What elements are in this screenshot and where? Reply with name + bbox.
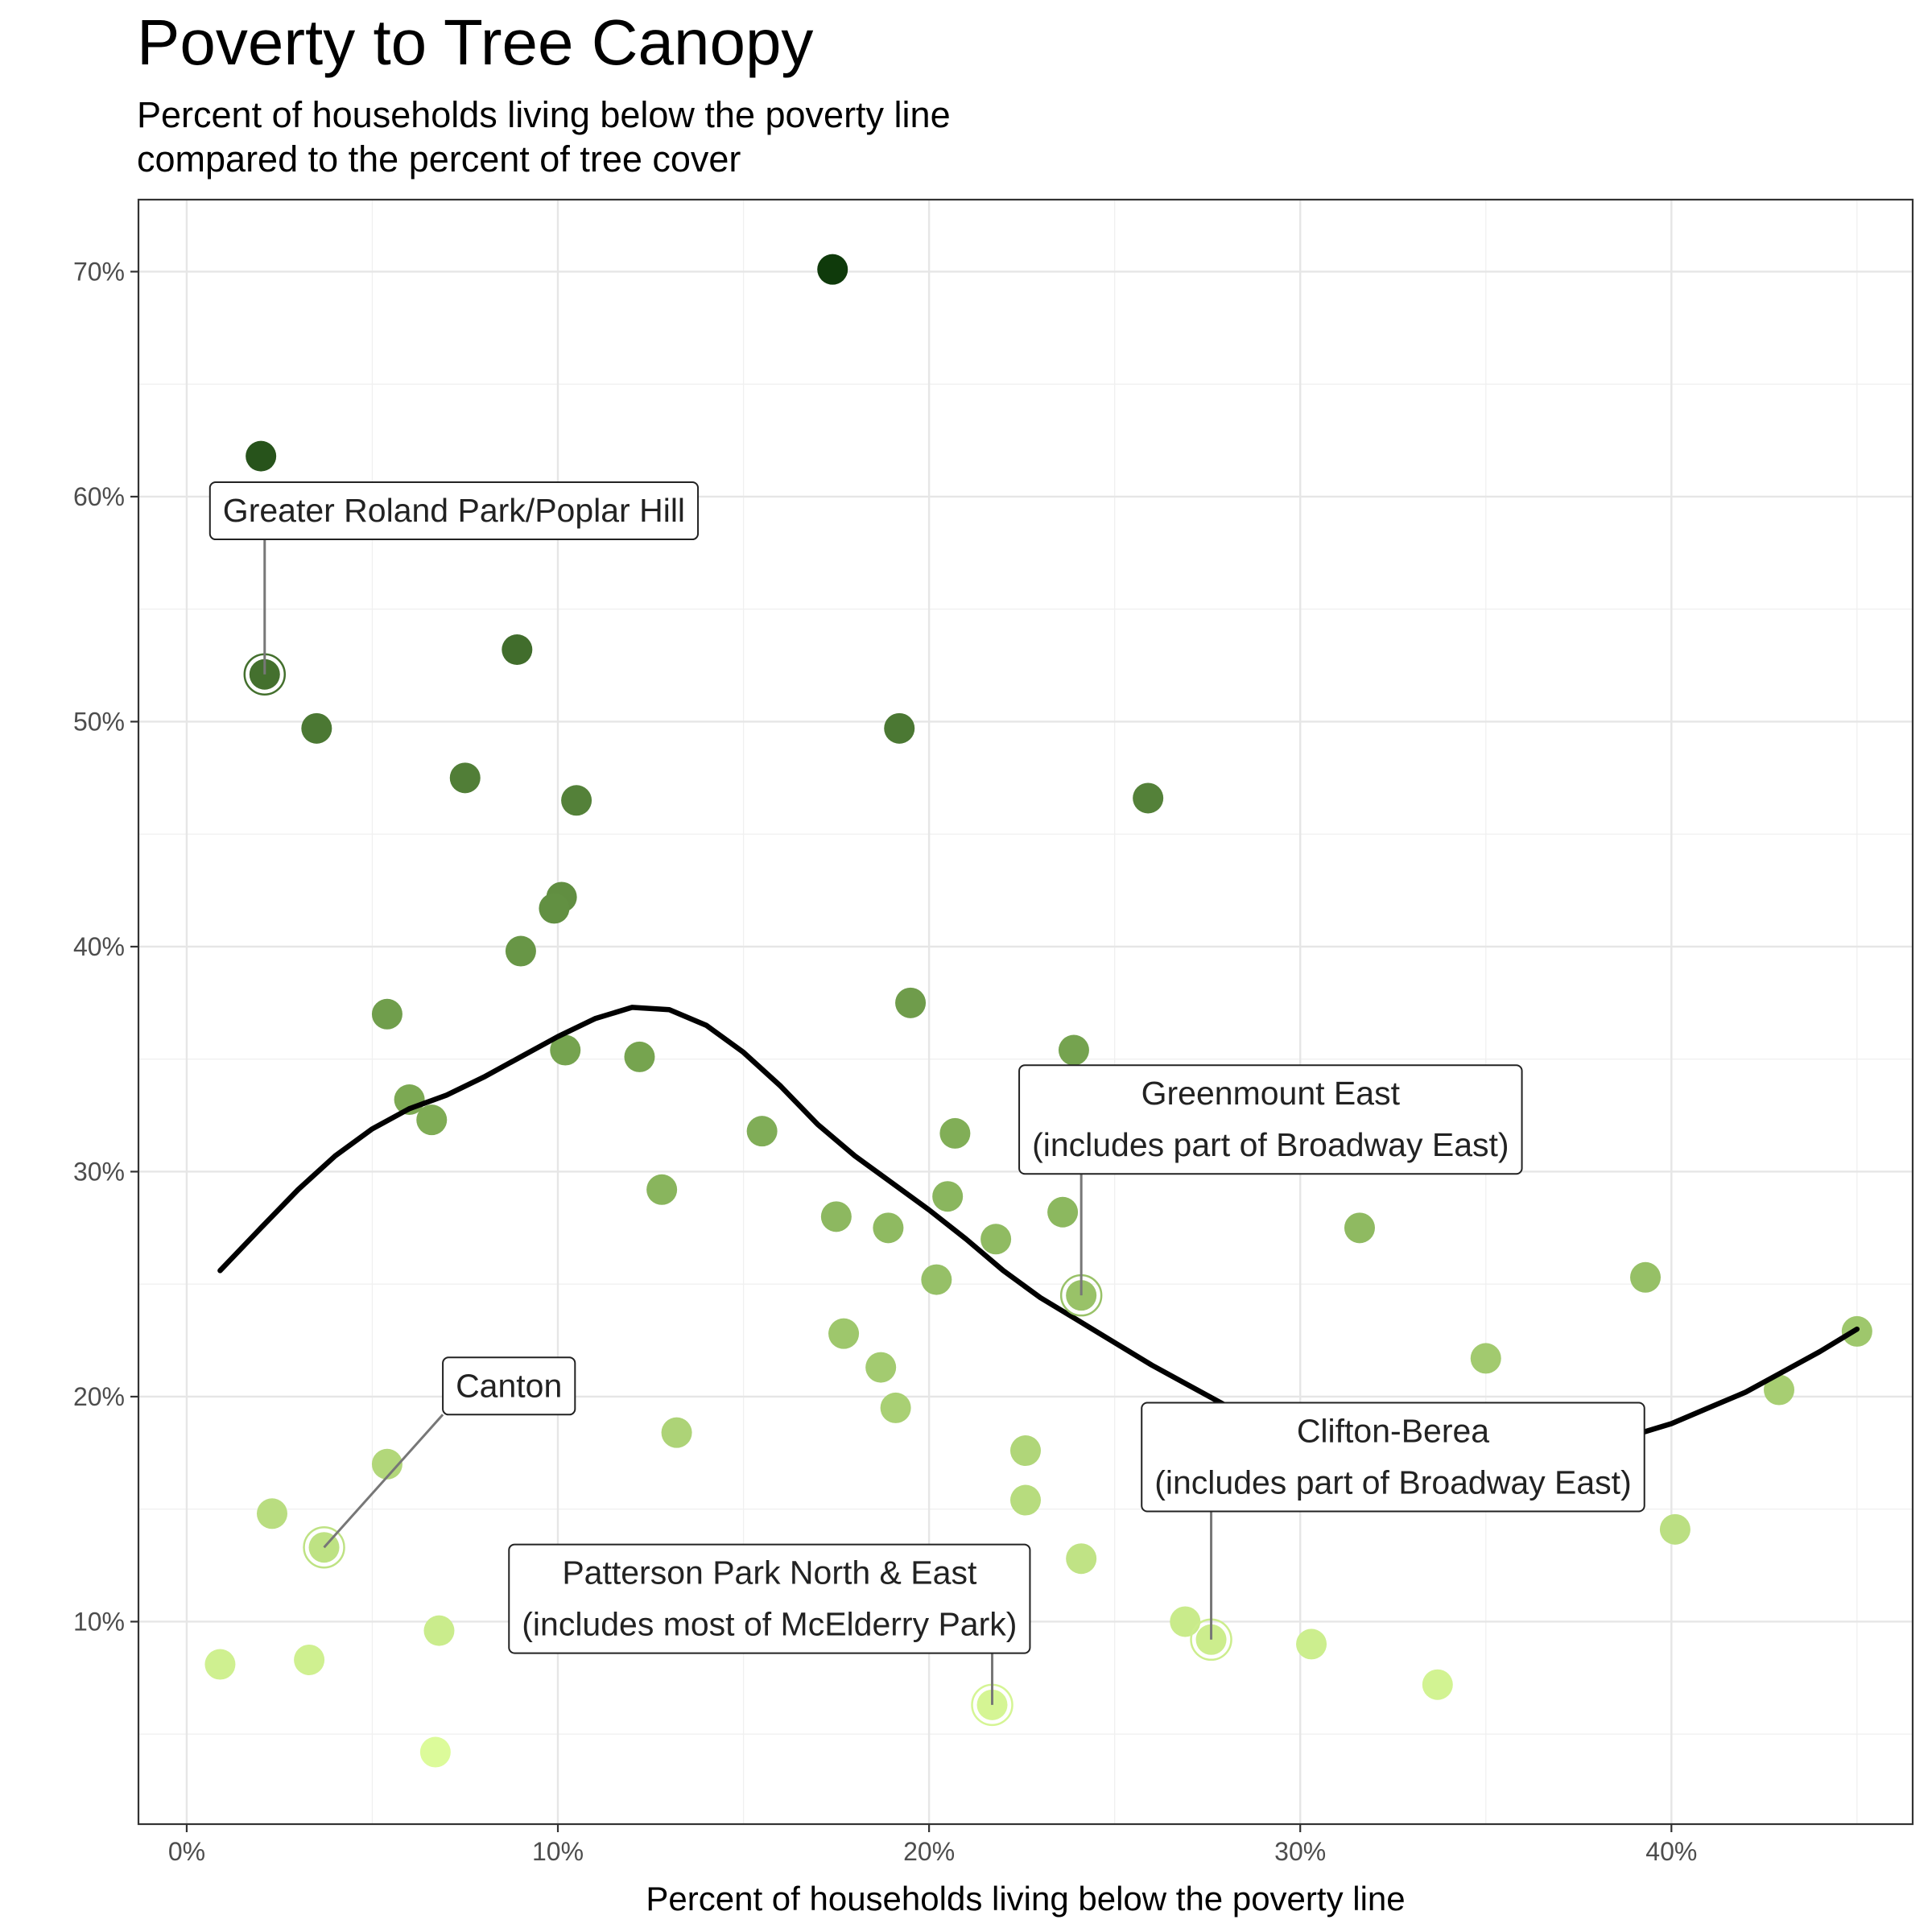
annotation-label-text: (includes part of Broadway East) xyxy=(1154,1463,1632,1501)
y-tick-label: 10% xyxy=(73,1607,125,1636)
data-point xyxy=(294,1644,325,1675)
y-tick-label: 70% xyxy=(73,257,125,286)
data-point xyxy=(1047,1196,1079,1228)
highlight-ring xyxy=(303,1525,345,1569)
annotation-label-box xyxy=(1141,1402,1645,1513)
data-point xyxy=(246,440,277,472)
annotation-label-text: Canton xyxy=(456,1367,562,1404)
data-point xyxy=(423,1615,455,1646)
data-point xyxy=(1630,1261,1662,1293)
annotation-label-text: Patterson Park North & East xyxy=(562,1554,977,1591)
data-point xyxy=(746,1116,778,1147)
data-point xyxy=(865,1352,897,1383)
data-point xyxy=(1010,1484,1041,1516)
data-point xyxy=(873,1212,904,1244)
data-point xyxy=(1010,1435,1041,1467)
y-tick-label: 30% xyxy=(73,1157,125,1186)
data-point xyxy=(371,1448,402,1480)
data-point xyxy=(419,1736,451,1768)
data-point xyxy=(1422,1669,1453,1700)
data-point xyxy=(980,1224,1012,1255)
data-point xyxy=(371,998,402,1030)
data-point xyxy=(505,935,536,967)
annotation-label-text: Clifton-Berea xyxy=(1297,1412,1489,1449)
annotations: Greater Roland Park/Poplar Hill Greenmoun… xyxy=(208,481,1645,1727)
data-point xyxy=(921,1264,952,1295)
y-tick-label: 60% xyxy=(73,482,125,511)
data-point xyxy=(895,987,927,1018)
plot-border xyxy=(137,198,1914,1826)
data-point xyxy=(646,1174,678,1205)
annotation-label-box xyxy=(1018,1064,1523,1175)
y-tick-label: 50% xyxy=(73,707,125,736)
data-point xyxy=(939,1117,971,1149)
data-point xyxy=(301,712,332,744)
data-point xyxy=(1058,1034,1089,1066)
x-axis-label: Percent of households living below the p… xyxy=(646,1880,1405,1918)
data-point xyxy=(661,1417,692,1448)
y-tick-label: 20% xyxy=(73,1382,125,1411)
x-tick-label: 20% xyxy=(903,1837,955,1866)
data-point xyxy=(1470,1343,1501,1374)
annotation-label-text: Greater Roland Park/Poplar Hill xyxy=(223,492,685,529)
annotation-label-text: Greenmount East xyxy=(1141,1075,1401,1112)
data-point xyxy=(449,762,481,794)
y-axis: 10% 20% 30% 40% 50% 60% 70% xyxy=(73,257,138,1636)
data-point xyxy=(1133,782,1164,814)
data-point xyxy=(416,1104,448,1136)
data-point xyxy=(1764,1374,1795,1406)
data-point xyxy=(828,1318,860,1349)
annotation-connector xyxy=(323,1414,444,1549)
chart-title: Poverty to Tree Canopy xyxy=(137,6,813,78)
data-point xyxy=(817,254,848,285)
data-point xyxy=(1344,1212,1375,1244)
data-point xyxy=(561,785,592,816)
x-tick-label: 0% xyxy=(168,1837,205,1866)
chart-subtitle-line-2: compared to the percent of tree cover xyxy=(137,138,741,180)
x-tick-label: 40% xyxy=(1645,1837,1697,1866)
data-point xyxy=(1066,1543,1097,1575)
data-point xyxy=(1659,1513,1690,1545)
annotation: Patterson Park North & East (includes mos… xyxy=(508,1543,1031,1727)
chart-subtitle-line-1: Percent of households living below the p… xyxy=(137,94,951,135)
x-axis: 0% 10% 20% 30% 40% xyxy=(168,1824,1697,1866)
x-tick-label: 30% xyxy=(1274,1837,1326,1866)
annotation: Greater Roland Park/Poplar Hill xyxy=(208,481,700,696)
data-point xyxy=(624,1041,655,1072)
data-point xyxy=(884,712,915,744)
data-point xyxy=(1170,1606,1201,1637)
data-point xyxy=(256,1498,287,1530)
data-point xyxy=(820,1201,852,1232)
data-point xyxy=(880,1392,911,1423)
annotation-label-box xyxy=(442,1356,576,1416)
x-tick-label: 10% xyxy=(532,1837,584,1866)
y-tick-label: 40% xyxy=(73,932,125,961)
annotation-label-text: (includes part of Broadway East) xyxy=(1032,1126,1509,1163)
data-point xyxy=(539,893,570,924)
data-point xyxy=(204,1649,236,1680)
annotation-label-box xyxy=(508,1543,1031,1654)
annotation: Greenmount East (includes part of Broadwa… xyxy=(1018,1064,1523,1317)
annotation: Canton xyxy=(303,1356,576,1569)
annotation-label-box xyxy=(208,481,700,541)
data-point xyxy=(502,634,533,666)
annotation-label-text: (includes most of McElderry Park) xyxy=(522,1606,1017,1643)
data-point xyxy=(1296,1629,1327,1660)
data-point xyxy=(550,1034,581,1066)
annotation: Clifton-Berea (includes part of Broadway … xyxy=(1141,1402,1645,1662)
data-point xyxy=(932,1181,964,1212)
